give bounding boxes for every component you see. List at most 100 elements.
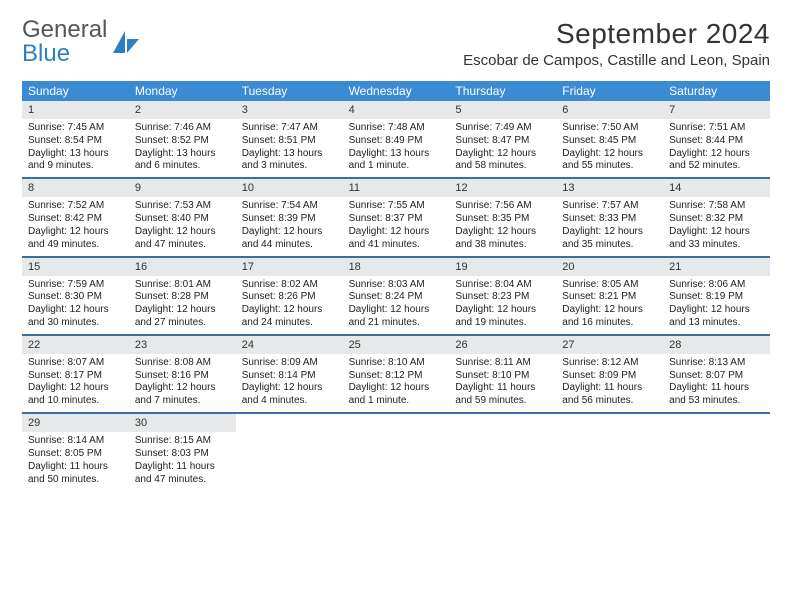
day-header-row: SundayMondayTuesdayWednesdayThursdayFrid… bbox=[22, 81, 770, 101]
daylight-line: Daylight: 12 hours and 44 minutes. bbox=[242, 226, 337, 252]
sunrise-line: Sunrise: 8:10 AM bbox=[349, 357, 444, 370]
header: General Blue September 2024 Escobar de C… bbox=[22, 18, 770, 69]
day-details: Sunrise: 8:01 AMSunset: 8:28 PMDaylight:… bbox=[129, 276, 236, 334]
sunset-line: Sunset: 8:05 PM bbox=[28, 448, 123, 461]
day-details: Sunrise: 8:08 AMSunset: 8:16 PMDaylight:… bbox=[129, 354, 236, 412]
day-details: Sunrise: 7:57 AMSunset: 8:33 PMDaylight:… bbox=[556, 197, 663, 255]
sunset-line: Sunset: 8:17 PM bbox=[28, 370, 123, 383]
day-details: Sunrise: 7:56 AMSunset: 8:35 PMDaylight:… bbox=[449, 197, 556, 255]
day-number: 15 bbox=[22, 258, 129, 276]
logo-text-2: Blue bbox=[22, 40, 70, 67]
sunrise-line: Sunrise: 7:46 AM bbox=[135, 122, 230, 135]
sunrise-line: Sunrise: 8:08 AM bbox=[135, 357, 230, 370]
calendar-cell: 6Sunrise: 7:50 AMSunset: 8:45 PMDaylight… bbox=[556, 101, 663, 177]
daylight-line: Daylight: 12 hours and 58 minutes. bbox=[455, 148, 550, 174]
day-header-cell: Wednesday bbox=[343, 81, 450, 101]
daylight-line: Daylight: 12 hours and 33 minutes. bbox=[669, 226, 764, 252]
day-number: 27 bbox=[556, 336, 663, 354]
sunset-line: Sunset: 8:47 PM bbox=[455, 135, 550, 148]
daylight-line: Daylight: 12 hours and 7 minutes. bbox=[135, 382, 230, 408]
sunrise-line: Sunrise: 7:49 AM bbox=[455, 122, 550, 135]
day-details: Sunrise: 7:45 AMSunset: 8:54 PMDaylight:… bbox=[22, 119, 129, 177]
day-number: 13 bbox=[556, 179, 663, 197]
sunrise-line: Sunrise: 7:50 AM bbox=[562, 122, 657, 135]
sunrise-line: Sunrise: 8:07 AM bbox=[28, 357, 123, 370]
logo-text: General Blue bbox=[22, 18, 107, 66]
sunset-line: Sunset: 8:45 PM bbox=[562, 135, 657, 148]
daylight-line: Daylight: 12 hours and 21 minutes. bbox=[349, 304, 444, 330]
daylight-line: Daylight: 13 hours and 6 minutes. bbox=[135, 148, 230, 174]
day-number: 1 bbox=[22, 101, 129, 119]
sunset-line: Sunset: 8:12 PM bbox=[349, 370, 444, 383]
day-details: Sunrise: 8:15 AMSunset: 8:03 PMDaylight:… bbox=[129, 432, 236, 490]
day-number: 16 bbox=[129, 258, 236, 276]
day-number: 12 bbox=[449, 179, 556, 197]
sunrise-line: Sunrise: 7:55 AM bbox=[349, 200, 444, 213]
calendar-cell: 10Sunrise: 7:54 AMSunset: 8:39 PMDayligh… bbox=[236, 179, 343, 255]
sunset-line: Sunset: 8:42 PM bbox=[28, 213, 123, 226]
calendar-cell: 24Sunrise: 8:09 AMSunset: 8:14 PMDayligh… bbox=[236, 336, 343, 412]
day-number: 23 bbox=[129, 336, 236, 354]
day-number: 2 bbox=[129, 101, 236, 119]
daylight-line: Daylight: 13 hours and 9 minutes. bbox=[28, 148, 123, 174]
sunset-line: Sunset: 8:35 PM bbox=[455, 213, 550, 226]
sunset-line: Sunset: 8:10 PM bbox=[455, 370, 550, 383]
sunset-line: Sunset: 8:51 PM bbox=[242, 135, 337, 148]
sunrise-line: Sunrise: 7:51 AM bbox=[669, 122, 764, 135]
day-header-cell: Saturday bbox=[663, 81, 770, 101]
sunrise-line: Sunrise: 8:14 AM bbox=[28, 435, 123, 448]
sunset-line: Sunset: 8:40 PM bbox=[135, 213, 230, 226]
title-block: September 2024 Escobar de Campos, Castil… bbox=[463, 18, 770, 69]
day-number: 22 bbox=[22, 336, 129, 354]
sunset-line: Sunset: 8:19 PM bbox=[669, 291, 764, 304]
daylight-line: Daylight: 13 hours and 1 minute. bbox=[349, 148, 444, 174]
calendar-week: 15Sunrise: 7:59 AMSunset: 8:30 PMDayligh… bbox=[22, 256, 770, 334]
daylight-line: Daylight: 11 hours and 53 minutes. bbox=[669, 382, 764, 408]
sunset-line: Sunset: 8:03 PM bbox=[135, 448, 230, 461]
daylight-line: Daylight: 13 hours and 3 minutes. bbox=[242, 148, 337, 174]
sunrise-line: Sunrise: 8:01 AM bbox=[135, 279, 230, 292]
sunset-line: Sunset: 8:32 PM bbox=[669, 213, 764, 226]
daylight-line: Daylight: 12 hours and 24 minutes. bbox=[242, 304, 337, 330]
calendar: SundayMondayTuesdayWednesdayThursdayFrid… bbox=[22, 81, 770, 490]
calendar-cell: 16Sunrise: 8:01 AMSunset: 8:28 PMDayligh… bbox=[129, 258, 236, 334]
calendar-cell: 1Sunrise: 7:45 AMSunset: 8:54 PMDaylight… bbox=[22, 101, 129, 177]
day-details: Sunrise: 8:06 AMSunset: 8:19 PMDaylight:… bbox=[663, 276, 770, 334]
logo-text-1: General bbox=[22, 16, 107, 43]
day-number: 29 bbox=[22, 414, 129, 432]
day-details: Sunrise: 8:03 AMSunset: 8:24 PMDaylight:… bbox=[343, 276, 450, 334]
daylight-line: Daylight: 12 hours and 4 minutes. bbox=[242, 382, 337, 408]
sunset-line: Sunset: 8:16 PM bbox=[135, 370, 230, 383]
day-number: 4 bbox=[343, 101, 450, 119]
sunset-line: Sunset: 8:23 PM bbox=[455, 291, 550, 304]
daylight-line: Daylight: 11 hours and 47 minutes. bbox=[135, 461, 230, 487]
logo-sail-icon bbox=[111, 29, 141, 55]
calendar-cell: 7Sunrise: 7:51 AMSunset: 8:44 PMDaylight… bbox=[663, 101, 770, 177]
sunrise-line: Sunrise: 7:53 AM bbox=[135, 200, 230, 213]
sunset-line: Sunset: 8:30 PM bbox=[28, 291, 123, 304]
sunset-line: Sunset: 8:09 PM bbox=[562, 370, 657, 383]
sunset-line: Sunset: 8:26 PM bbox=[242, 291, 337, 304]
day-number: 18 bbox=[343, 258, 450, 276]
day-number: 17 bbox=[236, 258, 343, 276]
sunrise-line: Sunrise: 7:54 AM bbox=[242, 200, 337, 213]
sunrise-line: Sunrise: 8:12 AM bbox=[562, 357, 657, 370]
calendar-cell: 27Sunrise: 8:12 AMSunset: 8:09 PMDayligh… bbox=[556, 336, 663, 412]
calendar-week: 29 Sunrise: 8:14 AMSunset: 8:05 PM Dayligh… bbox=[22, 412, 770, 490]
sunset-line: Sunset: 8:44 PM bbox=[669, 135, 764, 148]
month-title: September 2024 bbox=[463, 18, 770, 50]
calendar-cell: 3Sunrise: 7:47 AMSunset: 8:51 PMDaylight… bbox=[236, 101, 343, 177]
daylight-line: Daylight: 11 hours and 59 minutes. bbox=[455, 382, 550, 408]
day-number: 5 bbox=[449, 101, 556, 119]
calendar-cell: 30Sunrise: 8:15 AMSunset: 8:03 PMDayligh… bbox=[129, 414, 236, 490]
day-number: 24 bbox=[236, 336, 343, 354]
daylight-line: Daylight: 12 hours and 49 minutes. bbox=[28, 226, 123, 252]
day-header-cell: Friday bbox=[556, 81, 663, 101]
calendar-cell: 8Sunrise: 7:52 AMSunset: 8:42 PMDaylight… bbox=[22, 179, 129, 255]
calendar-cell: 15Sunrise: 7:59 AMSunset: 8:30 PMDayligh… bbox=[22, 258, 129, 334]
daylight-line: Daylight: 12 hours and 30 minutes. bbox=[28, 304, 123, 330]
calendar-week: 22 Sunrise: 8:07 AMSunset: 8:17 PM Dayligh… bbox=[22, 334, 770, 412]
calendar-cell: 13Sunrise: 7:57 AMSunset: 8:33 PMDayligh… bbox=[556, 179, 663, 255]
day-number: 21 bbox=[663, 258, 770, 276]
sunrise-line: Sunrise: 8:03 AM bbox=[349, 279, 444, 292]
